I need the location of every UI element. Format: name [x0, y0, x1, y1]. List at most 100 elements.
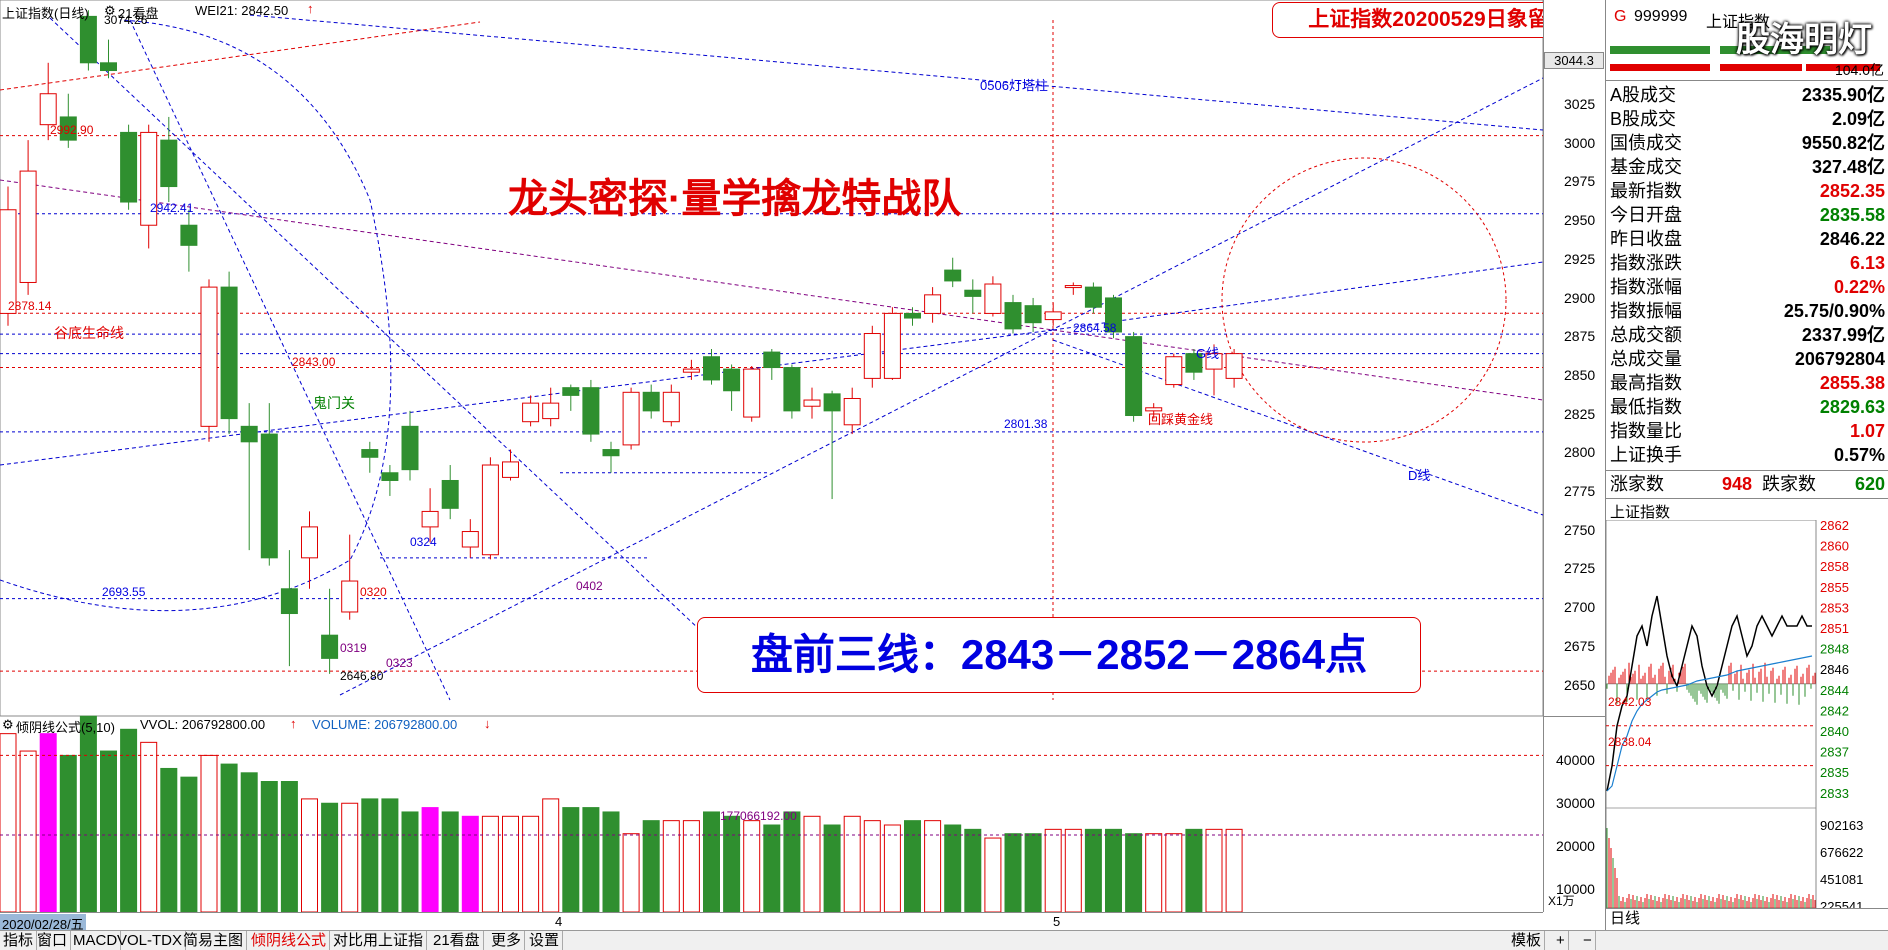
volume-bar: [220, 763, 238, 913]
intraday-vol-tick: 451081: [1820, 872, 1863, 887]
volume-bar: [783, 811, 801, 913]
stat-row-4: 最新指数 2852.35: [1610, 179, 1885, 203]
indicator-name[interactable]: 倾阴线公式(5,10): [16, 720, 115, 735]
volume-unit: X1万: [1548, 894, 1575, 908]
intraday-price-tick: 2840: [1820, 724, 1849, 739]
volume-value: VOLUME: 206792800.00: [312, 717, 458, 732]
bottom-tab-9[interactable]: 设置: [526, 931, 564, 950]
volume-bar: [59, 754, 77, 913]
price-tick: 2775: [1564, 483, 1596, 499]
bottom-tab-7[interactable]: 21看盘: [430, 931, 484, 950]
candle-body: [542, 402, 560, 420]
candle-body: [783, 367, 801, 412]
candle-body: [1004, 302, 1022, 330]
stat-value: 2852.35: [1819, 181, 1885, 201]
trend-line: [0, 21, 481, 91]
candle-body: [682, 368, 700, 373]
candle-body: [803, 399, 821, 407]
volume-bar: [1185, 828, 1203, 913]
volume-bar: [883, 824, 901, 913]
price-tick: 3000: [1564, 134, 1596, 151]
bottom-tab-8[interactable]: 更多: [488, 931, 526, 950]
price-axis: 3044.3 3025 3000 2975 2950 2925 2900 2875 2850 2…: [1543, 0, 1605, 720]
team-title: 龙头密探·量学擒龙特战队: [508, 177, 962, 221]
trend-line: [0, 179, 1054, 331]
zoom-in-button[interactable]: +: [1553, 931, 1569, 950]
candle-body: [59, 116, 77, 141]
chart-annotation: 2646.80: [340, 669, 384, 683]
bottom-tab-1[interactable]: 窗口: [34, 931, 72, 950]
volume-header: ⚙ 倾阴线公式(5,10) VVOL: 206792800.00 ↑ VOLUM…: [0, 716, 1543, 735]
stat-label: B股成交: [1610, 109, 1677, 129]
candle-body: [79, 15, 97, 64]
volume-bar: [944, 824, 962, 913]
volume-bar: [1165, 833, 1183, 913]
stat-label: 总成交额: [1610, 325, 1682, 345]
volume-bar: [401, 811, 419, 913]
settings-gear-icon[interactable]: ⚙: [104, 3, 116, 18]
candle-body: [441, 479, 459, 509]
stat-row-2: 国债成交 9550.82亿: [1610, 131, 1885, 155]
view-mode-label[interactable]: 21看盘: [118, 6, 159, 21]
stat-label: 最高指数: [1610, 373, 1682, 393]
stat-label: 国债成交: [1610, 133, 1682, 153]
intraday-annotation: 2838.04: [1608, 735, 1652, 749]
volume-bar: [502, 815, 519, 913]
bottom-tab-5[interactable]: 倾阴线公式: [248, 931, 331, 950]
candle-body: [361, 449, 379, 458]
candle-body: [1044, 311, 1062, 321]
intraday-chart[interactable]: 2862 2860 2858 2855 2853 2851 2848 2846 2844 2842…: [1606, 520, 1888, 932]
code-prefix: G: [1614, 8, 1627, 25]
stat-label: 指数涨跌: [1610, 253, 1682, 273]
candle-body: [1145, 407, 1163, 412]
quote-panel: G 999999 上证指数 104.0亿 A股成交 2335.90亿 B股成交 2.0…: [1605, 0, 1888, 932]
candle-body: [301, 526, 318, 559]
stat-label: 昨日收盘: [1610, 229, 1682, 249]
intraday-price-tick: 2837: [1820, 745, 1849, 760]
template-button[interactable]: 模板: [1508, 931, 1546, 950]
candle-body: [904, 312, 921, 319]
candle-body: [0, 209, 17, 314]
premarket-lines-banner: 盘前三线：2843－2852－2864点: [697, 617, 1421, 693]
volume-bar: [240, 772, 258, 913]
volume-bar: [823, 824, 841, 913]
candle-body: [260, 433, 278, 559]
advance-decline-row: 涨家数 948 跌家数 620: [1610, 472, 1885, 496]
volume-bar: [140, 741, 158, 913]
volume-bar: [39, 733, 57, 913]
candle-body: [240, 425, 258, 443]
stat-label: 今日开盘: [1610, 205, 1682, 225]
zoom-out-button[interactable]: −: [1580, 931, 1596, 950]
bottom-tab-2[interactable]: MACD: [70, 931, 122, 950]
candle-body: [522, 402, 540, 423]
volume-bar: [321, 802, 339, 913]
candle-body: [1185, 353, 1203, 373]
indicator-gear-icon[interactable]: ⚙: [2, 717, 14, 732]
amount-bar-4: [1720, 64, 1802, 71]
volume-tick: 30000: [1556, 795, 1595, 811]
intraday-price-tick: 2855: [1820, 580, 1849, 595]
volume-bar: [421, 807, 439, 913]
watermark: 股海明灯: [1736, 21, 1872, 59]
candle-body: [944, 269, 962, 282]
price-tick: 2750: [1564, 521, 1596, 538]
stat-label: 指数振幅: [1610, 301, 1682, 321]
bottom-tab-0[interactable]: 指标: [0, 931, 38, 950]
price-tick: 2825: [1564, 405, 1596, 422]
period-label[interactable]: 日线: [1606, 908, 1888, 930]
vvol-up-arrow-icon: ↑: [290, 716, 297, 731]
candle-body: [984, 283, 1002, 314]
chart-annotation: 0506灯塔柱: [980, 78, 1048, 93]
intraday-vol-tick: 676622: [1820, 845, 1863, 860]
candle-body: [421, 510, 439, 528]
bottom-tab-6[interactable]: 对比用上证指: [330, 931, 428, 950]
bottom-tab-3[interactable]: VOL-TDX: [114, 931, 187, 950]
stat-row-8: 指数涨幅 0.22%: [1610, 275, 1885, 299]
candle-body: [481, 464, 499, 556]
intraday-price-tick: 2842: [1820, 703, 1849, 718]
volume-bar: [341, 802, 359, 913]
bottom-tab-4[interactable]: 简易主图: [180, 931, 248, 950]
stock-code: 999999: [1634, 8, 1688, 25]
volume-bar: [481, 815, 499, 913]
